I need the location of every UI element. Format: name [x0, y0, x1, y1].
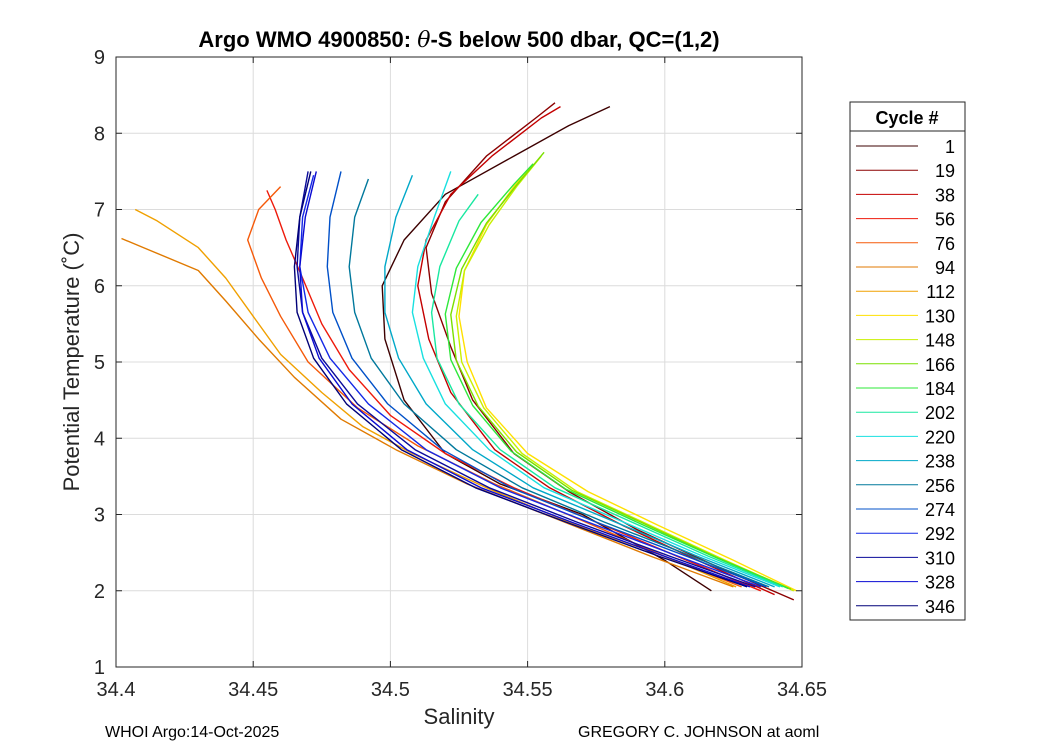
x-tick-label: 34.6 [645, 679, 684, 701]
legend-label-cycle-38: 38 [935, 185, 955, 205]
y-axis-label: Potential Temperature (˚C) [59, 233, 84, 492]
legend-label-cycle-238: 238 [925, 452, 955, 472]
series-line-cycle-328 [299, 171, 751, 588]
legend-label-cycle-346: 346 [925, 597, 955, 617]
axis-ticks: 34.4 34.45 34.5 34.55 34.6 34.65 1 2 3 4 5 6 7 8 9 [94, 47, 827, 701]
x-tick-label: 34.5 [371, 679, 410, 701]
y-tick-label: 5 [94, 352, 105, 374]
legend-label-cycle-148: 148 [925, 331, 955, 351]
x-tick-label: 34.4 [97, 679, 136, 701]
x-axis-label: Salinity [424, 704, 495, 729]
grid [115, 56, 803, 668]
legend-label-cycle-220: 220 [925, 427, 955, 447]
legend-label-cycle-328: 328 [925, 573, 955, 593]
y-tick-label: 4 [94, 428, 105, 450]
legend-label-cycle-292: 292 [925, 524, 955, 544]
legend-label-cycle-1: 1 [945, 137, 955, 157]
series-line-cycle-292 [299, 175, 762, 588]
legend-label-cycle-94: 94 [935, 258, 955, 278]
series-line-cycle-184 [444, 163, 789, 590]
legend-label-cycle-112: 112 [926, 282, 955, 302]
legend-label-cycle-274: 274 [925, 500, 955, 520]
legend-title: Cycle # [875, 108, 938, 128]
legend-label-cycle-166: 166 [925, 355, 955, 375]
legend-label-cycle-19: 19 [935, 161, 955, 181]
y-tick-label: 9 [94, 47, 105, 69]
x-tick-label: 34.65 [777, 679, 827, 701]
series-line-cycle-112 [134, 208, 737, 588]
legend: Cycle # 1 19 38 56 76 94 112 130 148 166 184 202 220… [849, 101, 966, 621]
x-tick-label: 34.45 [228, 679, 278, 701]
y-tick-label: 6 [94, 276, 105, 298]
legend-label-cycle-310: 310 [925, 548, 955, 568]
series-line-cycle-202 [430, 193, 784, 588]
series-line-cycle-148 [455, 155, 795, 592]
footer-credit-right: GREGORY C. JOHNSON at aoml [578, 724, 820, 741]
series-line-cycle-274 [326, 171, 767, 588]
legend-entries: 1 19 38 56 76 94 112 130 148 166 184 202 220 238 256 27… [856, 137, 955, 617]
series-line-cycle-238 [384, 174, 775, 588]
legend-label-cycle-202: 202 [925, 403, 955, 423]
legend-label-cycle-184: 184 [925, 379, 955, 399]
series-line-cycle-310 [296, 171, 756, 588]
series-line-cycle-220 [411, 171, 781, 588]
series-line-cycle-346 [293, 171, 748, 588]
legend-label-cycle-130: 130 [925, 306, 955, 326]
chart-title: Argo WMO 4900850: θ-S below 500 dbar, QC… [198, 27, 719, 53]
series-group [121, 102, 797, 601]
legend-label-cycle-256: 256 [925, 476, 955, 496]
series-line-cycle-166 [450, 151, 792, 590]
y-tick-label: 1 [94, 657, 105, 679]
series-line-cycle-256 [348, 178, 770, 588]
footer-credit-left: WHOI Argo:14-Oct-2025 [105, 724, 280, 741]
legend-label-cycle-76: 76 [935, 234, 955, 254]
y-tick-label: 2 [94, 581, 105, 603]
series-line-cycle-56 [266, 190, 762, 592]
y-tick-label: 8 [94, 123, 105, 145]
series-line-cycle-1 [381, 105, 712, 592]
legend-label-cycle-56: 56 [935, 210, 955, 230]
y-tick-label: 3 [94, 505, 105, 527]
series-line-cycle-76 [246, 186, 742, 588]
series-line-cycle-19 [425, 102, 795, 601]
y-tick-label: 7 [94, 200, 105, 222]
x-tick-label: 34.55 [503, 679, 553, 701]
